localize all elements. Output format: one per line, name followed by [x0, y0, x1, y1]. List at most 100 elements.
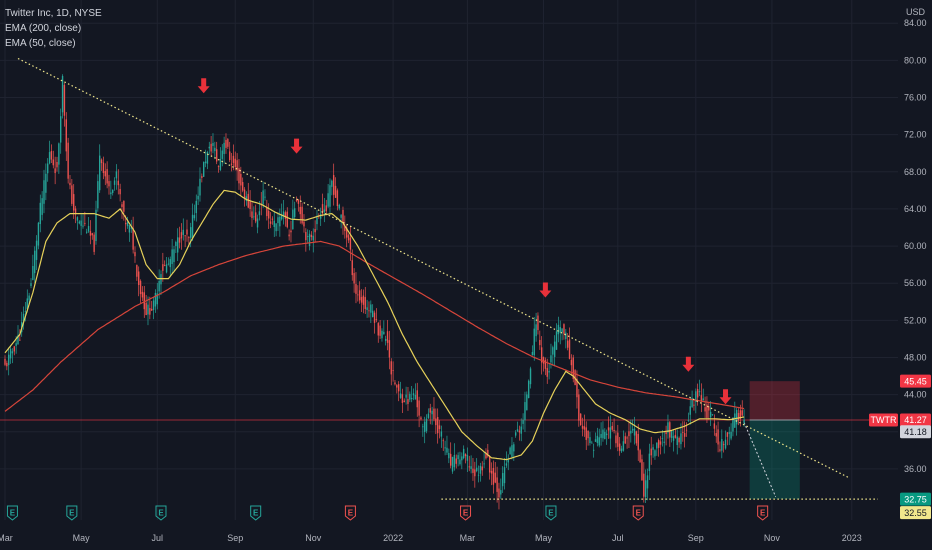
candle-body [392, 370, 394, 371]
candle-body [357, 294, 359, 296]
candle-body [708, 406, 710, 411]
candle-body [685, 429, 688, 431]
time-axis[interactable]: Mar May Jul Sep Nov 2022 Mar May Jul Sep Nov 2023 [0, 533, 862, 543]
earnings-marker[interactable] [6, 505, 18, 521]
candle-body [39, 202, 41, 225]
candle-body [371, 310, 374, 318]
down-arrow-marker [539, 282, 552, 298]
candle-body [390, 361, 392, 375]
candle-body [689, 406, 691, 415]
earnings-marker[interactable] [344, 505, 356, 521]
earnings-marker[interactable] [66, 505, 78, 521]
candle-body [74, 208, 77, 215]
candle-body [190, 227, 192, 238]
earnings-marker[interactable] [545, 505, 557, 521]
y-tick-label: 56.00 [904, 278, 927, 288]
target-zone[interactable] [749, 419, 800, 500]
ema200-line [4, 240, 745, 412]
candle-body [267, 210, 270, 219]
candle-body [722, 444, 725, 445]
legend: Twitter Inc, 1D, NYSE EMA (200, close) E… [5, 6, 102, 51]
candle-body [669, 422, 671, 438]
candle-body [130, 227, 132, 229]
candle-body [370, 304, 372, 313]
candle-body [388, 340, 391, 358]
candle-body [487, 449, 489, 457]
candle-body [730, 431, 732, 439]
candle-body [238, 168, 240, 184]
candle-body [254, 212, 257, 222]
descending-trendline[interactable] [17, 57, 851, 479]
candle-body [139, 280, 142, 295]
down-arrow-marker [719, 389, 732, 405]
candle-body [514, 432, 517, 436]
earnings-marker[interactable] [632, 505, 644, 521]
candle-body [548, 371, 550, 373]
earnings-marker[interactable] [155, 505, 167, 521]
candle-body [704, 407, 706, 412]
earnings-marker[interactable] [757, 505, 769, 521]
candle-body [303, 221, 305, 227]
candle-body [570, 359, 573, 366]
candle-body [600, 433, 602, 438]
candle-body [396, 385, 398, 388]
candle-body [646, 475, 649, 489]
candle-body [565, 332, 567, 340]
candle-body [446, 447, 448, 453]
candle-body [596, 435, 599, 443]
candle-body [145, 302, 147, 316]
candle-body [461, 456, 463, 461]
candle-body [507, 459, 509, 463]
stop-zone[interactable] [749, 381, 800, 420]
candle-body [290, 230, 292, 233]
candle-body [667, 422, 669, 433]
candle-body [505, 463, 508, 466]
candle-body [693, 404, 695, 406]
candle-body [540, 347, 543, 363]
candle-body [253, 216, 255, 218]
x-tick-label: Jul [152, 533, 164, 543]
candle-body [433, 408, 435, 420]
earnings-marker[interactable] [250, 505, 262, 521]
candle-body [188, 237, 190, 239]
candle-body [362, 295, 365, 305]
price-axis[interactable]: 36.0040.0044.0048.0052.0056.0060.0064.00… [904, 18, 927, 474]
x-tick-label: Mar [0, 533, 13, 543]
candle-body [34, 250, 36, 274]
x-tick-label: 2022 [383, 533, 403, 543]
candle-body [431, 410, 433, 415]
candle-body [420, 417, 422, 420]
candle-body [264, 196, 266, 198]
candle-body [488, 456, 491, 473]
arrow-markers [197, 78, 732, 405]
candle-body [35, 240, 38, 260]
candle-body [672, 436, 675, 441]
candle-body [592, 449, 595, 451]
candle-body [208, 146, 210, 149]
candle-body [266, 207, 268, 217]
candle-body [191, 214, 194, 239]
drawn-lines[interactable] [17, 57, 878, 500]
candle-body [501, 473, 504, 487]
candle-body [657, 439, 660, 448]
short-position-tool[interactable] [743, 381, 800, 500]
candle-body [735, 410, 738, 425]
candle-body [305, 232, 307, 241]
candle-body [455, 458, 457, 464]
candle-body [321, 204, 324, 214]
candle-body [559, 327, 561, 333]
earnings-marker[interactable] [460, 505, 472, 521]
candle-body [492, 467, 495, 485]
earnings-marker-label: E [548, 509, 554, 518]
earnings-marker-label: E [463, 509, 469, 518]
candle-body [19, 339, 21, 341]
candle-body [147, 304, 149, 315]
candle-body [210, 143, 212, 152]
x-tick-label: Nov [764, 533, 781, 543]
candle-body [624, 436, 626, 444]
down-arrow-marker [682, 356, 695, 372]
candle-body [128, 225, 131, 233]
projection-path [743, 422, 777, 497]
